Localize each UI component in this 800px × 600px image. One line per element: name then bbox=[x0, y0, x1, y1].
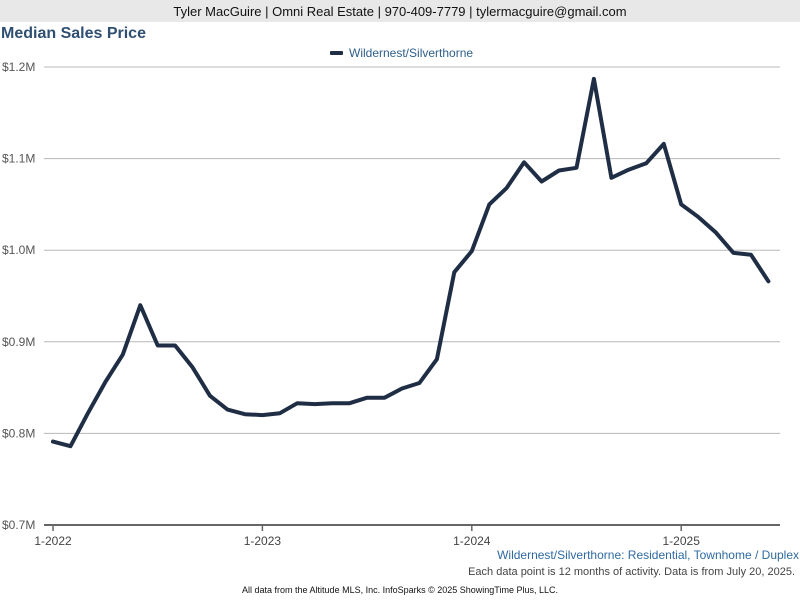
data-point bbox=[348, 402, 351, 404]
y-tick-label: $0.8M bbox=[2, 426, 35, 440]
data-point bbox=[52, 440, 54, 443]
data-point bbox=[628, 168, 630, 171]
chart-legend: Wildernest/Silverthorne bbox=[330, 46, 473, 60]
contact-text: Tyler MacGuire | Omni Real Estate | 970-… bbox=[173, 3, 627, 19]
chart-title: Median Sales Price bbox=[1, 25, 146, 42]
data-point bbox=[540, 180, 543, 183]
data-point bbox=[279, 412, 281, 415]
y-tick-label: $0.9M bbox=[2, 335, 35, 349]
data-point bbox=[104, 381, 107, 383]
data-point bbox=[732, 252, 735, 254]
data-point bbox=[488, 203, 491, 206]
data-point bbox=[453, 271, 456, 273]
y-tick-label: $0.7M bbox=[2, 518, 35, 532]
data-point bbox=[69, 445, 72, 448]
data-point bbox=[313, 403, 316, 405]
data-point bbox=[662, 143, 665, 145]
data-point bbox=[244, 413, 246, 415]
x-tick-label: 1-2022 bbox=[34, 534, 72, 548]
y-tick-label: $1.2M bbox=[2, 60, 35, 74]
data-point bbox=[139, 304, 142, 306]
data-point bbox=[471, 250, 473, 252]
chart-subtitle: Wildernest/Silverthorne: Residential, To… bbox=[497, 548, 799, 562]
x-tick-label: 1-2024 bbox=[453, 534, 491, 548]
data-point bbox=[697, 216, 700, 219]
data-point bbox=[226, 408, 229, 411]
data-note: Each data point is 12 months of activity… bbox=[468, 566, 795, 578]
data-point bbox=[122, 353, 124, 356]
data-point bbox=[331, 402, 334, 404]
data-point bbox=[87, 412, 89, 415]
data-point bbox=[191, 366, 194, 369]
data-point bbox=[296, 402, 299, 404]
data-point bbox=[645, 162, 648, 164]
data-point bbox=[174, 344, 176, 347]
data-point bbox=[505, 187, 508, 189]
data-point bbox=[401, 387, 403, 390]
data-point bbox=[593, 78, 595, 80]
y-tick-label: $1.1M bbox=[2, 152, 35, 166]
legend-swatch bbox=[330, 51, 343, 55]
legend-label: Wildernest/Silverthorne bbox=[349, 46, 474, 60]
source-footer: All data from the Altitude MLS, Inc. Inf… bbox=[242, 585, 558, 595]
data-point bbox=[680, 203, 682, 206]
data-point bbox=[767, 280, 770, 283]
data-point bbox=[418, 382, 421, 384]
data-point bbox=[209, 395, 211, 397]
data-point bbox=[156, 344, 159, 347]
data-point bbox=[575, 166, 578, 169]
data-point bbox=[523, 161, 525, 164]
x-tick-label: 1-2025 bbox=[663, 534, 701, 548]
x-tick-label: 1-2023 bbox=[244, 534, 282, 548]
data-point bbox=[383, 396, 386, 399]
data-point bbox=[610, 177, 613, 179]
series-line bbox=[51, 76, 771, 449]
data-point bbox=[436, 358, 438, 361]
data-point bbox=[715, 231, 717, 234]
data-point bbox=[366, 396, 368, 399]
contact-header: Tyler MacGuire | Omni Real Estate | 970-… bbox=[0, 0, 800, 22]
data-point bbox=[261, 414, 264, 416]
y-tick-label: $1.0M bbox=[2, 243, 35, 257]
data-point bbox=[750, 253, 752, 256]
data-point bbox=[558, 169, 560, 172]
